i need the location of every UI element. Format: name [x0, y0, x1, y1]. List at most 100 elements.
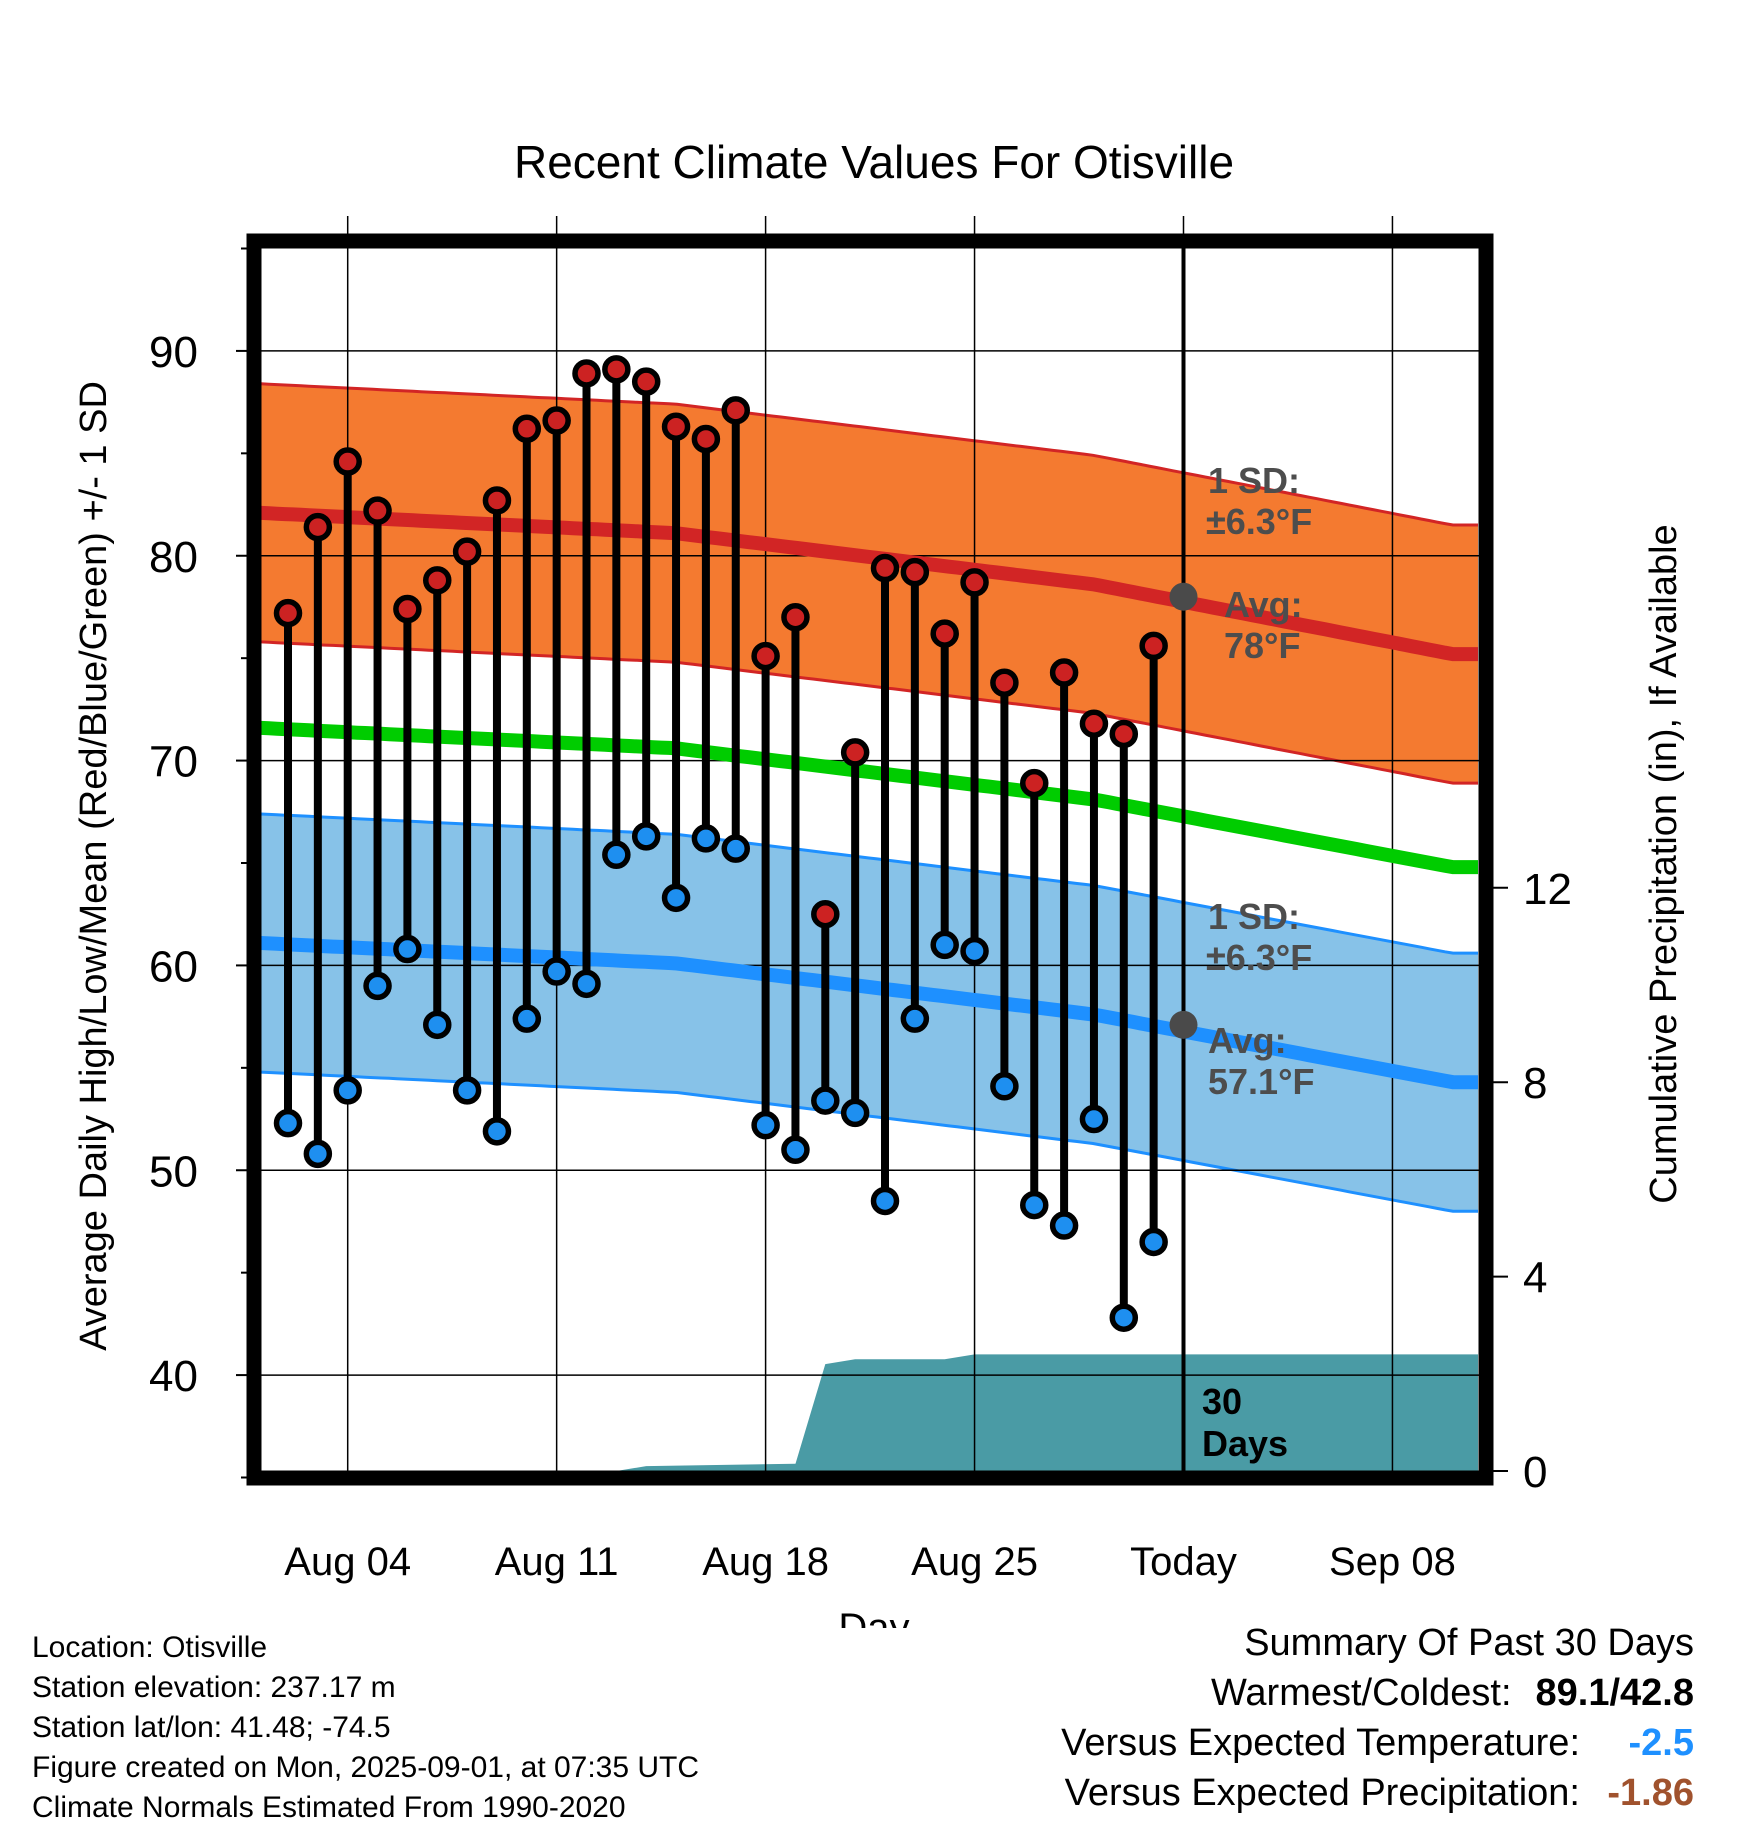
low-sd-label: 1 SD:: [1208, 896, 1300, 937]
high-avg-label: Avg:: [1224, 584, 1303, 625]
high-point-7: [452, 537, 482, 566]
x-axis-label: Day: [838, 1606, 909, 1628]
climate-chart: 40 50 60 70 80 90 0 4 8 12 Aug 04 Aug 11 Aug 18 Aug 2…: [73, 136, 1685, 1628]
high-avg-value: 78°F: [1224, 625, 1300, 666]
high-sd-label: 1 SD:: [1208, 460, 1300, 501]
normals-text: Climate Normals Estimated From 1990-2020: [32, 1791, 626, 1824]
low-sd-band: [261, 814, 1478, 1212]
high-point-13: [631, 367, 661, 396]
x-tick-label-3: Aug 18: [702, 1540, 829, 1584]
plot-frame: [246, 233, 1494, 1486]
x-tick-label-5: Today: [1130, 1540, 1237, 1584]
days-label-text: Days: [1202, 1423, 1288, 1464]
high-point-23: [930, 619, 959, 648]
y-tick-label-80: 80: [149, 533, 198, 582]
high-point-17: [751, 641, 780, 671]
y-axis-label: Average Daily High/Low/Mean (Red/Blue/Gr…: [73, 381, 115, 1351]
low-point-20: [840, 1098, 870, 1128]
elevation-text: Station elevation: 237.17 m: [32, 1671, 396, 1704]
high-point-19: [811, 899, 840, 929]
high-point-24: [960, 568, 989, 597]
low-point-15: [691, 824, 721, 853]
low-point-30: [1139, 1227, 1168, 1257]
high-point-6: [423, 566, 452, 595]
low-point-1: [273, 1108, 303, 1138]
high-point-20: [840, 738, 870, 767]
y-tick-label-40: 40: [149, 1352, 198, 1401]
high-point-9: [512, 414, 542, 444]
high-point-1: [273, 598, 303, 628]
normal-high-line: [260, 505, 1478, 662]
low-point-29: [1109, 1303, 1139, 1332]
chart-title: Recent Climate Values For Otisville: [514, 136, 1234, 188]
low-point-9: [512, 1004, 542, 1033]
high-point-27: [1049, 658, 1079, 687]
low-sd-value: ±6.3°F: [1206, 937, 1312, 978]
low-point-16: [721, 834, 750, 863]
location-text: Location: Otisville: [32, 1631, 268, 1664]
low-point-18: [781, 1135, 810, 1165]
high-point-4: [363, 496, 392, 525]
y2-tick-label-0: 0: [1523, 1448, 1547, 1497]
temp-label: Versus Expected Temperature:: [1061, 1722, 1580, 1764]
high-point-10: [542, 406, 571, 435]
high-point-3: [333, 447, 362, 476]
high-point-25: [990, 668, 1019, 697]
y2-tick-label-12: 12: [1523, 865, 1572, 914]
low-point-28: [1079, 1104, 1109, 1134]
high-point-12: [602, 355, 631, 384]
high-sd-upper-edge: [260, 382, 1478, 527]
high-point-28: [1079, 709, 1109, 738]
precip-label: Versus Expected Precipitation:: [1064, 1772, 1580, 1814]
low-point-23: [930, 930, 959, 960]
summary-heading: Summary Of Past 30 Days: [1244, 1622, 1694, 1664]
high-point-16: [721, 396, 750, 425]
low-point-10: [542, 957, 571, 986]
high-point-29: [1109, 719, 1139, 749]
precip-area: [261, 1354, 1478, 1471]
low-point-2: [303, 1139, 333, 1169]
y-tick-label-70: 70: [149, 738, 198, 787]
low-point-25: [990, 1072, 1019, 1101]
low-point-22: [900, 1004, 930, 1033]
high-point-14: [661, 412, 691, 441]
low-point-3: [333, 1076, 362, 1105]
low-point-27: [1049, 1211, 1079, 1240]
latlon-text: Station lat/lon: 41.48; -74.5: [32, 1711, 391, 1744]
y2-axis-label: Cumulative Precipitation (in), If Availa…: [1643, 524, 1685, 1203]
high-point-21: [870, 553, 900, 583]
summary-precip: Versus Expected Precipitation: -1.86: [1061, 1768, 1694, 1818]
x-tick-label-2: Aug 11: [495, 1540, 619, 1584]
low-point-7: [452, 1076, 482, 1105]
low-point-13: [631, 822, 661, 851]
summary-warmest-coldest: Warmest/Coldest: 89.1/42.8: [1061, 1668, 1694, 1718]
precip-value: -1.86: [1607, 1772, 1694, 1814]
low-point-26: [1020, 1190, 1049, 1220]
low-point-12: [602, 840, 631, 870]
low-point-8: [482, 1117, 512, 1146]
high-point-15: [691, 424, 721, 454]
today-low-normal-dot: [1169, 1010, 1198, 1039]
high-point-2: [303, 512, 333, 542]
low-avg-label: Avg:: [1208, 1020, 1287, 1061]
y-tick-label-60: 60: [149, 942, 198, 991]
high-point-30: [1139, 631, 1168, 661]
high-point-5: [393, 594, 422, 624]
warmest-coldest-label: Warmest/Coldest:: [1210, 1672, 1512, 1714]
y-tick-label-50: 50: [149, 1147, 198, 1196]
low-point-24: [960, 936, 989, 966]
today-high-normal-dot: [1169, 582, 1198, 611]
low-point-4: [363, 971, 392, 1001]
low-avg-value: 57.1°F: [1208, 1061, 1314, 1102]
low-point-11: [572, 969, 601, 999]
low-point-17: [751, 1110, 780, 1140]
low-point-14: [661, 883, 691, 913]
days-label-number: 30: [1202, 1381, 1242, 1422]
y2-tick-label-8: 8: [1523, 1059, 1547, 1108]
high-sd-band: [261, 383, 1478, 784]
high-point-18: [781, 602, 810, 632]
summary-temp: Versus Expected Temperature: -2.5: [1061, 1718, 1694, 1768]
high-point-22: [900, 557, 930, 587]
low-point-19: [811, 1086, 840, 1115]
x-tick-label-4: Aug 25: [911, 1540, 1038, 1584]
